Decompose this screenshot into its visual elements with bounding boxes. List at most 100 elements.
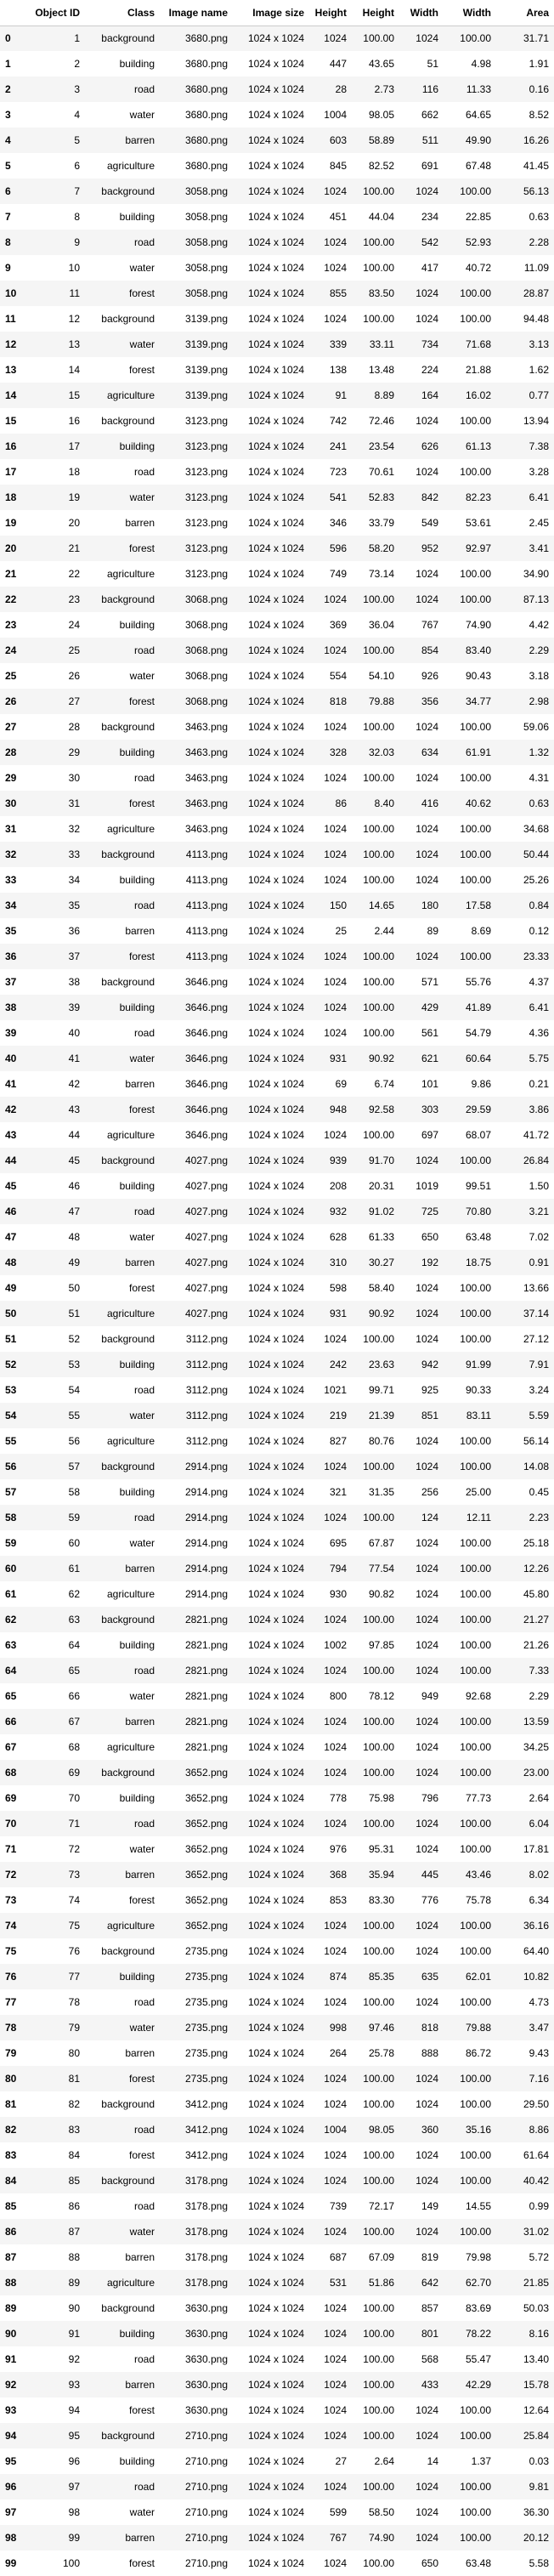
- table-row: 9 10 water 3058.png 1024 x 1024 1024 100.00 417…: [0, 255, 554, 281]
- width-px-cell: 1024: [416, 2098, 438, 2110]
- table-row: 61 62 agriculture 2914.png 1024 x 1024 930 90.…: [0, 1581, 554, 1607]
- height-px-cell: 28: [335, 83, 347, 95]
- height-pct-cell: 90.92: [368, 1053, 394, 1064]
- area-cell: 2.23: [529, 1512, 549, 1523]
- height-pct-cell: 90.92: [368, 1308, 394, 1319]
- table-row: 38 39 building 3646.png 1024 x 1024 1024 100.0…: [0, 995, 554, 1020]
- area-cell: 8.16: [529, 2328, 549, 2340]
- width-pct-cell: 1.37: [471, 2455, 491, 2467]
- object-id-cell: 53: [68, 1359, 80, 1370]
- class-cell: background: [101, 2175, 155, 2187]
- width-px-cell: 1024: [416, 950, 438, 962]
- object-id-cell: 50: [68, 1282, 80, 1294]
- width-px-cell: 1024: [416, 1945, 438, 1957]
- object-id-cell: 73: [68, 1869, 80, 1881]
- area-cell: 0.45: [529, 1486, 549, 1498]
- width-px-cell: 650: [421, 2557, 438, 2569]
- class-cell: agriculture: [106, 1741, 155, 1753]
- object-id-cell: 54: [68, 1384, 80, 1396]
- row-index: 97: [5, 2506, 17, 2518]
- row-index: 53: [5, 1384, 17, 1396]
- image-size-cell: 1024 x 1024: [247, 134, 304, 146]
- row-index: 34: [5, 899, 17, 911]
- row-index: 44: [5, 1155, 17, 1166]
- row-index: 49: [5, 1282, 17, 1294]
- height-pct-cell: 100.00: [363, 1461, 394, 1472]
- width-px-cell: 854: [421, 644, 438, 656]
- object-id-cell: 22: [68, 568, 80, 580]
- table-row: 90 91 building 3630.png 1024 x 1024 1024 100.0…: [0, 2321, 554, 2346]
- object-id-cell: 44: [68, 1129, 80, 1141]
- area-cell: 0.03: [529, 2455, 549, 2467]
- table-row: 12 13 water 3139.png 1024 x 1024 339 33.11 734 7…: [0, 332, 554, 357]
- height-px-cell: 1024: [324, 1614, 347, 1626]
- width-pct-cell: 100.00: [460, 1843, 491, 1855]
- class-cell: building: [119, 1792, 155, 1804]
- width-px-cell: 1024: [416, 1818, 438, 1830]
- height-px-cell: 687: [329, 2251, 347, 2263]
- object-id-cell: 72: [68, 1843, 80, 1855]
- table-row: 54 55 water 3112.png 1024 x 1024 219 21.39 851 8…: [0, 1403, 554, 1428]
- height-pct-cell: 100.00: [363, 1129, 394, 1141]
- image-size-cell: 1024 x 1024: [247, 338, 304, 350]
- height-px-cell: 369: [329, 619, 347, 631]
- area-cell: 9.81: [529, 2481, 549, 2493]
- height-pct-cell: 100.00: [363, 1996, 394, 2008]
- class-cell: road: [133, 1665, 155, 1677]
- width-pct-cell: 43.46: [465, 1869, 491, 1881]
- width-px-cell: 303: [421, 1104, 438, 1115]
- class-cell: forest: [128, 2073, 155, 2085]
- height-pct-cell: 61.33: [368, 1231, 394, 1243]
- width-px-cell: 1024: [416, 772, 438, 784]
- class-cell: forest: [128, 1282, 155, 1294]
- width-px-cell: 621: [421, 1053, 438, 1064]
- class-cell: forest: [128, 1104, 155, 1115]
- table-row: 86 87 water 3178.png 1024 x 1024 1024 100.00 10…: [0, 2219, 554, 2244]
- row-index: 22: [5, 593, 17, 605]
- width-px-cell: 1024: [416, 466, 438, 478]
- height-pct-cell: 100.00: [363, 1920, 394, 1932]
- image-name-cell: 2735.png: [184, 2073, 228, 2085]
- row-index: 7: [5, 211, 11, 223]
- image-size-cell: 1024 x 1024: [247, 287, 304, 299]
- area-cell: 36.30: [523, 2506, 549, 2518]
- row-index: 15: [5, 415, 17, 427]
- area-cell: 7.16: [529, 2073, 549, 2085]
- class-cell: agriculture: [106, 2277, 155, 2289]
- width-px-cell: 697: [421, 1129, 438, 1141]
- height-pct-cell: 100.00: [363, 874, 394, 886]
- width-pct-cell: 83.11: [466, 1410, 491, 1421]
- area-cell: 5.59: [529, 1410, 549, 1421]
- width-pct-cell: 52.93: [465, 236, 491, 248]
- width-pct-cell: 100.00: [460, 568, 491, 580]
- width-pct-cell: 100.00: [460, 32, 491, 45]
- image-size-cell: 1024 x 1024: [247, 2353, 304, 2365]
- object-id-cell: 66: [68, 1690, 80, 1702]
- class-cell: background: [101, 976, 155, 988]
- height-pct-cell: 100.00: [363, 2098, 394, 2110]
- image-size-cell: 1024 x 1024: [247, 619, 304, 631]
- width-px-cell: 842: [421, 491, 438, 503]
- height-pct-cell: 100.00: [363, 950, 394, 962]
- table-row: 80 81 forest 2735.png 1024 x 1024 1024 100.00 1…: [0, 2066, 554, 2091]
- table-row: 78 79 water 2735.png 1024 x 1024 998 97.46 818 7…: [0, 2015, 554, 2040]
- image-size-cell: 1024 x 1024: [247, 593, 304, 605]
- width-px-cell: 1024: [416, 415, 438, 427]
- row-index: 0: [5, 32, 11, 45]
- image-name-cell: 2821.png: [184, 1614, 228, 1626]
- width-px-cell: 1024: [416, 2149, 438, 2161]
- height-pct-cell: 79.88: [368, 695, 394, 707]
- class-cell: road: [133, 236, 155, 248]
- height-pct-cell: 70.61: [368, 466, 394, 478]
- width-px-cell: 734: [421, 338, 438, 350]
- width-px-cell: 857: [421, 2302, 438, 2314]
- image-name-cell: 3652.png: [184, 1792, 228, 1804]
- row-index: 82: [5, 2124, 17, 2136]
- width-px-cell: 767: [421, 619, 438, 631]
- class-cell: barren: [125, 1257, 155, 1268]
- width-pct-cell: 64.65: [465, 109, 491, 121]
- width-pct-cell: 100.00: [460, 313, 491, 325]
- image-size-cell: 1024 x 1024: [247, 874, 304, 886]
- height-px-cell: 1024: [324, 1665, 347, 1677]
